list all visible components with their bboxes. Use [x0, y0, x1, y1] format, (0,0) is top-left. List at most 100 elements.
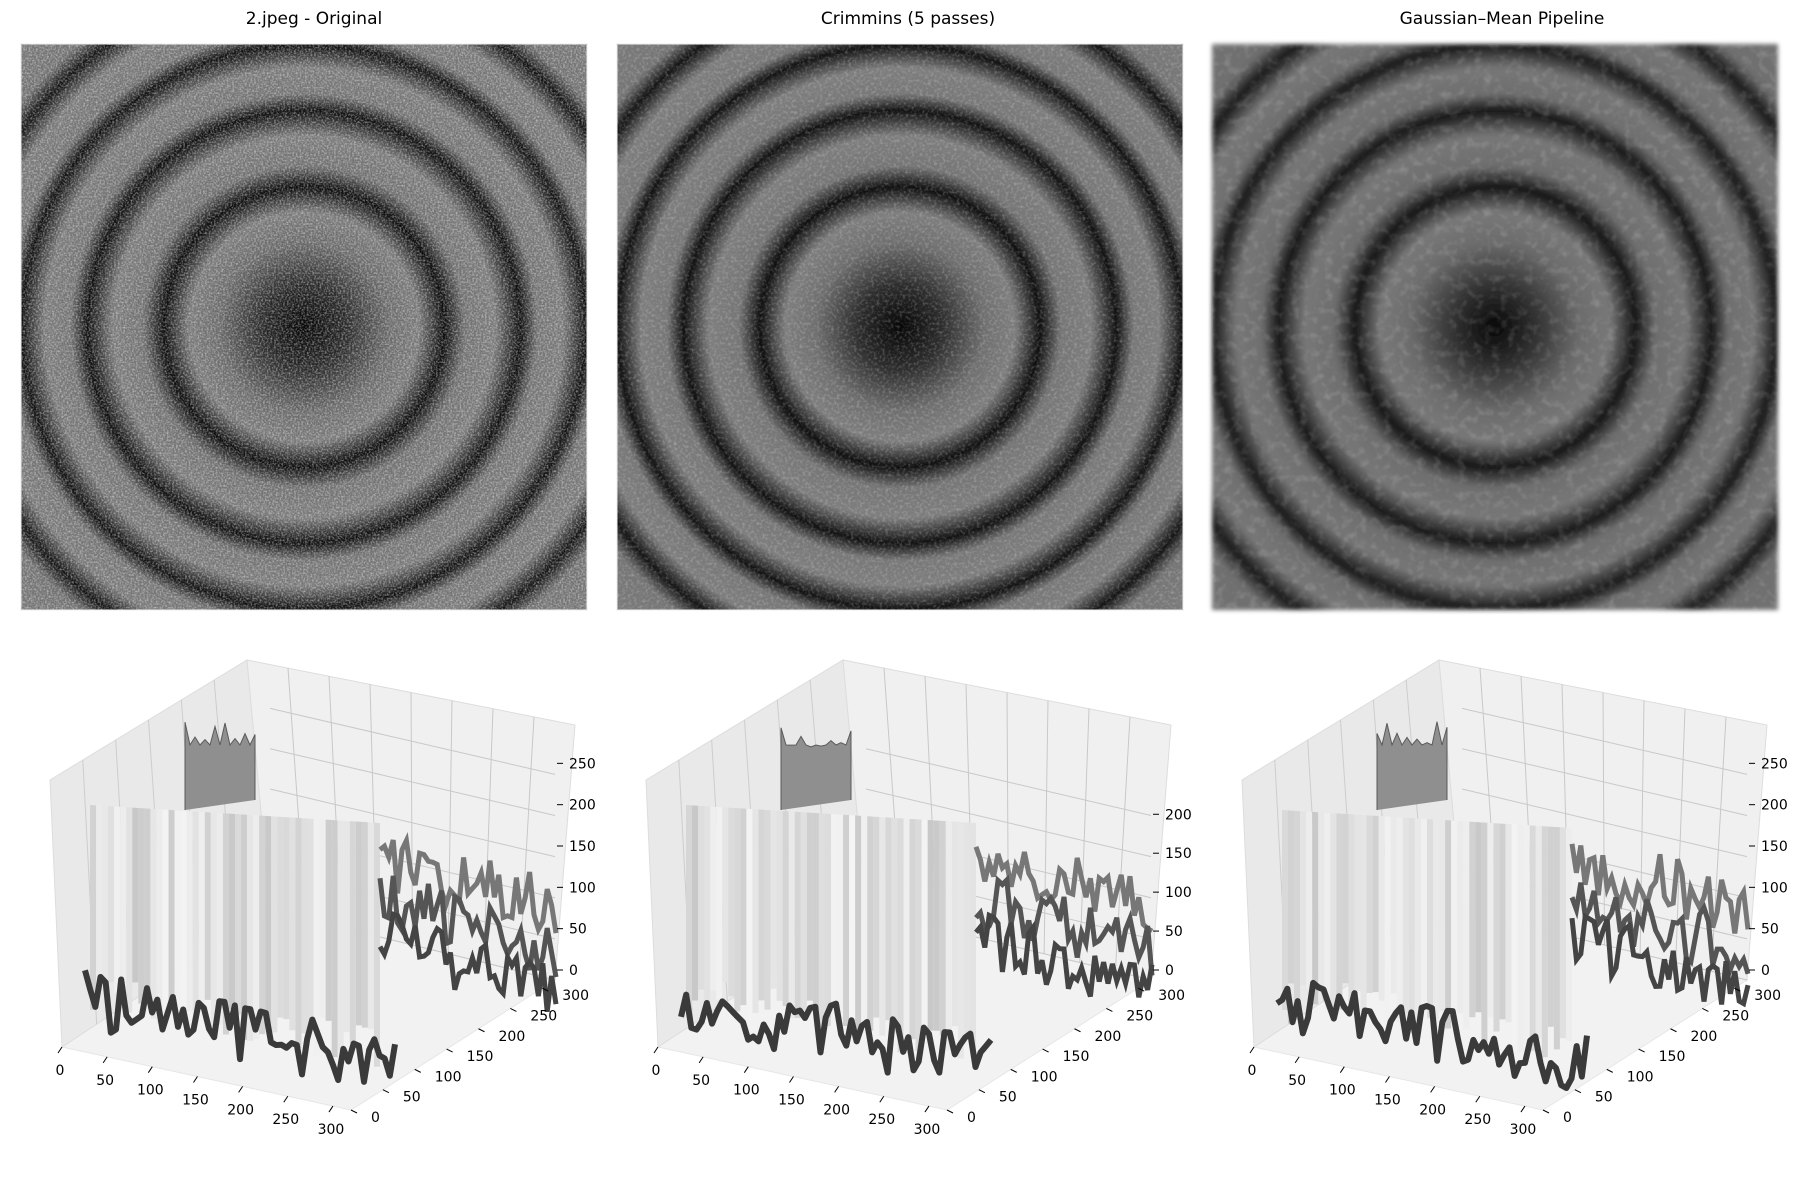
- x-tick-label: 100: [137, 1083, 164, 1099]
- y-tick-label: 100: [1031, 1069, 1058, 1085]
- surface-facet: [192, 811, 199, 1011]
- surface-facet: [361, 821, 368, 1028]
- y-tick: [1106, 1007, 1113, 1012]
- surface-facet: [1427, 819, 1434, 1019]
- surface-facet: [355, 821, 362, 1026]
- x-tick-label: 200: [1419, 1102, 1446, 1118]
- x-tick: [1430, 1086, 1436, 1093]
- y-tick: [382, 1089, 390, 1094]
- y-tick-label: 300: [1754, 988, 1781, 1004]
- surface-facet: [265, 815, 272, 1028]
- x-tick-label: 0: [56, 1063, 65, 1079]
- grid-line: [1602, 692, 1605, 946]
- surface-facet: [241, 814, 248, 1041]
- surface-facet: [873, 816, 880, 1018]
- surface-facet: [722, 807, 729, 983]
- surface-facet: [1523, 825, 1530, 1045]
- surface-noise: [377, 910, 559, 1013]
- y-tick-label: 150: [1659, 1049, 1686, 1065]
- surface-facet: [1541, 826, 1548, 1058]
- surface-plot-3: 0501001502002500501001502002503000501001…: [1241, 659, 1788, 1138]
- surface-facet: [174, 810, 181, 1025]
- surface-facet: [1547, 826, 1554, 1027]
- surface-facet: [1300, 811, 1307, 986]
- surface-facet: [758, 809, 765, 1001]
- grid-line: [269, 707, 556, 775]
- surface-facet: [204, 812, 211, 1000]
- z-tick-label: 50: [1165, 924, 1183, 940]
- surface-facet: [373, 822, 380, 1067]
- x-tick-label: 0: [652, 1063, 661, 1079]
- x-tick-label: 50: [692, 1073, 710, 1089]
- surface-facet: [162, 809, 169, 1010]
- x-tick-label: 200: [227, 1102, 254, 1118]
- z-tick-label: 100: [569, 880, 596, 896]
- grid-line: [1710, 716, 1727, 972]
- surface-facet: [746, 808, 753, 1021]
- y-tick: [1606, 1068, 1613, 1073]
- surface-facet: [1354, 814, 1361, 992]
- grid-line: [1461, 748, 1748, 816]
- y-tick-label: 300: [562, 988, 589, 1004]
- surface-facet: [831, 814, 838, 1037]
- surface-facet: [210, 812, 217, 1028]
- z-tick-label: 200: [569, 798, 596, 814]
- surface-facet: [969, 822, 976, 1054]
- z-tick-label: 100: [1761, 880, 1788, 896]
- surface-edge: [1275, 979, 1590, 1092]
- x-tick-label: 100: [733, 1083, 760, 1099]
- surface-facet: [1330, 813, 1337, 1020]
- y-tick: [1010, 1068, 1017, 1073]
- surface-facet: [1372, 815, 1379, 993]
- surface-facet: [1511, 824, 1518, 1045]
- y-tick: [542, 987, 549, 992]
- surface-facet: [228, 813, 235, 1010]
- y-tick-label: 0: [1563, 1110, 1572, 1126]
- z-tick-label: 0: [569, 963, 578, 979]
- y-tick: [1574, 1089, 1582, 1094]
- y-tick-label: 150: [467, 1049, 494, 1065]
- surface-facet: [818, 813, 825, 1027]
- surface-facet: [1318, 812, 1325, 992]
- surface-facet: [1402, 817, 1409, 1015]
- surface-facet: [1505, 823, 1512, 1023]
- surface-facet: [325, 819, 332, 1021]
- x-tick: [879, 1095, 885, 1103]
- surface-plot-2: 0501001502000501001502002503000501001502…: [645, 659, 1192, 1138]
- surface-facet: [734, 808, 741, 1012]
- surface-facet: [855, 815, 862, 1031]
- surface-facet: [776, 810, 783, 1001]
- surface-facet: [1475, 822, 1482, 1013]
- x-tick: [789, 1076, 794, 1083]
- x-tick-label: 100: [1329, 1083, 1356, 1099]
- grid-line: [865, 788, 1152, 858]
- surface-facet: [168, 809, 175, 1004]
- surface-facet: [1360, 814, 1367, 1016]
- surface-facet: [698, 805, 705, 990]
- surface-facet: [957, 821, 964, 1059]
- surface-facet: [1282, 810, 1289, 1010]
- surface-facet: [1493, 823, 1500, 1032]
- surface-facet: [1499, 823, 1506, 1020]
- surface-facet: [96, 805, 103, 978]
- surface-facet: [180, 810, 187, 1010]
- surface-facet: [222, 813, 229, 1035]
- y-tick: [414, 1068, 421, 1073]
- surface-facet: [837, 814, 844, 1010]
- y-tick: [1042, 1048, 1049, 1053]
- surface-facet: [337, 820, 344, 1051]
- surface-facet: [1342, 813, 1349, 984]
- y-tick: [1074, 1028, 1081, 1033]
- x-tick: [238, 1086, 244, 1093]
- y-tick: [478, 1028, 485, 1033]
- surface-noise: [1569, 882, 1751, 977]
- z-tick-label: 150: [569, 839, 596, 855]
- y-tick-label: 300: [1158, 988, 1185, 1004]
- z-tick-label: 0: [1165, 963, 1174, 979]
- surface-facet: [1553, 826, 1560, 1050]
- x-tick: [698, 1056, 704, 1064]
- x-tick-label: 300: [1510, 1122, 1537, 1138]
- surface-noise: [974, 911, 1155, 998]
- surface-facet: [812, 812, 819, 1009]
- surface-facet: [1420, 818, 1427, 1003]
